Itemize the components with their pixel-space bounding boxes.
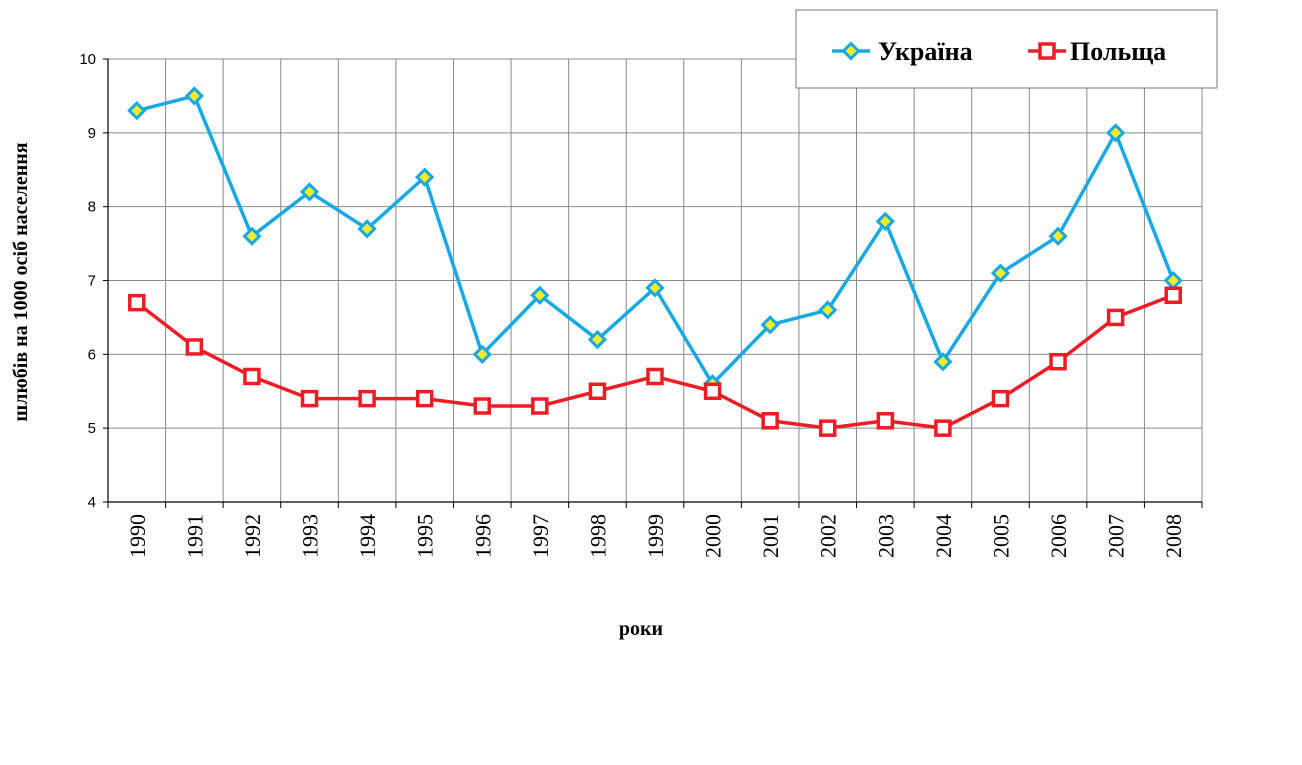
data-point <box>185 338 204 356</box>
data-point <box>357 219 377 239</box>
data-point <box>1048 226 1068 246</box>
data-point <box>991 389 1010 408</box>
y-tick-labels: 4 5 6 7 8 9 10 <box>79 51 96 511</box>
x-tick-label: 2002 <box>816 514 841 558</box>
x-axis-label: роки <box>619 618 663 640</box>
x-tick-label: 1995 <box>413 514 438 558</box>
x-tick-label: 2004 <box>931 514 956 558</box>
data-point <box>415 389 434 408</box>
data-point <box>587 329 608 350</box>
data-point <box>703 382 722 400</box>
x-tick-label: 1998 <box>585 514 610 558</box>
data-point <box>300 389 319 408</box>
legend-item: Польща <box>1028 37 1166 66</box>
data-point <box>184 86 204 106</box>
data-point <box>818 419 837 437</box>
data-point <box>473 397 492 415</box>
data-point <box>299 182 320 202</box>
legend-box <box>795 9 1218 89</box>
data-point <box>876 412 895 430</box>
x-tick-label: 1993 <box>298 514 323 558</box>
y-tick-label: 9 <box>88 125 96 142</box>
x-tick-label: 1994 <box>355 514 380 558</box>
data-point <box>243 367 261 386</box>
legend-label: Україна <box>878 37 973 66</box>
data-point <box>127 101 147 121</box>
data-point <box>415 167 435 187</box>
data-point <box>934 419 952 437</box>
data-point <box>818 300 838 320</box>
series-group <box>127 86 1183 437</box>
x-tick-label: 2005 <box>988 514 1013 558</box>
legend-marker <box>841 41 861 61</box>
data-point <box>1049 352 1067 371</box>
y-axis-label: шлюбів на 1000 осіб населення <box>10 142 32 421</box>
data-point <box>1164 286 1182 305</box>
data-point <box>645 278 665 298</box>
data-point <box>1106 123 1126 143</box>
x-tick-label: 1990 <box>125 514 150 558</box>
legend-label: Польща <box>1070 37 1166 66</box>
x-tick-label: 2000 <box>701 514 726 558</box>
x-tick-label: 2003 <box>873 514 898 558</box>
legend-marker <box>1038 42 1056 60</box>
x-tick-label: 1999 <box>643 514 668 558</box>
x-tick-label: 1996 <box>470 514 495 558</box>
data-point <box>761 412 779 430</box>
y-tick-label: 10 <box>79 51 96 68</box>
data-point <box>588 382 607 400</box>
grid <box>107 58 1203 503</box>
data-point <box>472 344 492 364</box>
x-tick-labels: 1990 1991 1992 1993 1994 1995 1996 1997 1998 1999… <box>125 514 1186 558</box>
data-point <box>1106 308 1125 327</box>
y-tick-label: 8 <box>88 199 96 216</box>
x-tick-label: 2008 <box>1161 514 1186 558</box>
x-tick-label: 2007 <box>1104 514 1129 558</box>
series-2 <box>128 286 1182 437</box>
data-point <box>646 367 664 386</box>
y-tick-label: 4 <box>88 494 96 511</box>
data-point <box>875 211 895 232</box>
data-point <box>358 389 376 408</box>
legend: Україна Польща <box>795 9 1218 89</box>
x-tick-label: 2001 <box>758 514 783 558</box>
data-point <box>128 293 146 312</box>
x-tick-label: 1992 <box>240 514 265 558</box>
x-tick-label: 1991 <box>182 514 207 558</box>
data-point <box>760 315 780 335</box>
axes <box>103 58 1203 508</box>
data-point <box>990 263 1011 283</box>
data-point <box>531 397 549 415</box>
x-tick-label: 1997 <box>528 514 553 558</box>
series-1 <box>127 86 1183 394</box>
data-point <box>242 226 262 246</box>
y-tick-label: 5 <box>88 420 96 437</box>
data-point <box>530 285 550 305</box>
legend-item: Україна <box>832 37 973 66</box>
data-point <box>933 352 953 372</box>
x-tick-label: 2006 <box>1046 514 1071 558</box>
y-tick-label: 6 <box>88 346 96 363</box>
y-tick-label: 7 <box>88 273 96 290</box>
